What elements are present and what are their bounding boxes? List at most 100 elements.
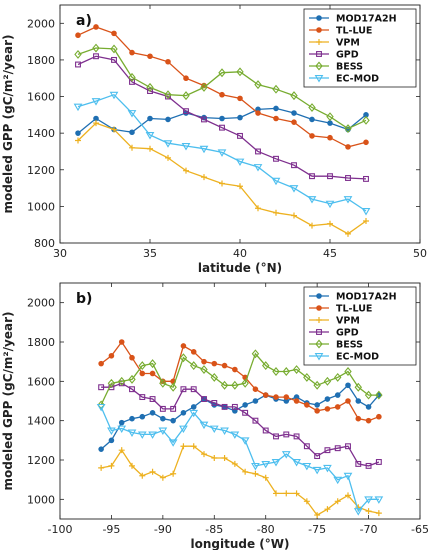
panel-b-series-bess-point-17: [272, 367, 280, 376]
panel-b-series-tl-lue-line: [100, 340, 380, 422]
panel-a-series-vpm-point-7: [201, 174, 207, 181]
panel-b-series-mod17a2h-point-2: [118, 419, 125, 426]
panel-b-legend-entry-ec-mod: EC-MOD: [309, 352, 379, 363]
panel-b-series-ec-mod-point-21: [312, 466, 322, 475]
panel-b-x-axis-label: longitude (°W): [191, 537, 290, 550]
panel-b-series-ec-mod-point-23: [333, 476, 343, 485]
panel-b-series-vpm-point-15: [252, 470, 259, 477]
panel-b-legend-entry-mod17a2h: MOD17A2H: [309, 292, 397, 303]
panel-b-series-ec-mod-point-19: [292, 459, 301, 467]
panel-b-series-vpm-point-14: [242, 468, 249, 475]
panel-b-legend-entry-vpm: VPM: [309, 316, 360, 327]
panel-b-series-gpd-point-0: [98, 384, 105, 391]
panel-b-series-gpd-point-8: [180, 386, 187, 393]
panel-b-series-tl-lue-point-23: [334, 404, 341, 410]
panel-a-series-ec-mod-point-10: [253, 164, 263, 172]
panel-a-series-bess-point-1: [92, 43, 100, 53]
panel-b-series-ec-mod-point-6: [158, 427, 168, 435]
panel-a-legend-entry-ec-mod-point-legend: [314, 75, 324, 83]
panel-a-series-ec-mod-point-6: [181, 143, 191, 151]
panel-a-series-bess-point-8: [218, 68, 226, 78]
panel-b-series-vpm-point-11: [211, 455, 218, 462]
panel-b-series-ec-mod-point-13: [230, 431, 240, 439]
panel-a-series-mod17a2h-point-0: [75, 130, 81, 136]
panel-b-series-ec-mod-point-17: [271, 459, 281, 467]
panel-a-series-bess-point-4: [146, 82, 154, 92]
panel-b-series-vpm-point-21: [314, 512, 321, 519]
panel-a-series-gpd-point-13: [309, 173, 315, 180]
panel-b-y-tick-label: 2000: [27, 297, 55, 310]
panel-b-series-bess-point-13: [231, 380, 239, 390]
panel-b-legend-entry-gpd: GPD: [309, 328, 359, 339]
panel-b-legend-entry-bess-label: BESS: [336, 340, 363, 351]
panel-b-series-vpm-point-20: [303, 498, 310, 505]
panel-b-series-bess: [97, 349, 383, 410]
panel-a-series-ec-mod-point-16: [361, 208, 371, 216]
panel-b-series-gpd-point-21: [314, 453, 321, 460]
panel-a-series-ec-mod-point-0: [73, 103, 83, 112]
panel-b-series-vpm-point-6: [159, 474, 166, 481]
panel-a-series-vpm-point-11: [273, 209, 279, 216]
panel-a-legend-entry-gpd-label: GPD: [336, 50, 359, 61]
panel-a-y-tick-label: 1000: [27, 200, 55, 213]
panel-a-series-vpm-point-0: [75, 137, 81, 144]
panel-a-series-bess-point-0: [74, 49, 82, 59]
panel-b-legend-entry-gpd-point-legend: [316, 329, 322, 335]
panel-a-legend-entry-bess: BESS: [309, 62, 363, 73]
panel-b-series-bess-point-6: [159, 378, 167, 388]
panel-b-legend-entry-vpm-label: VPM: [336, 316, 360, 327]
panel-b-series-tl-lue-point-22: [324, 406, 331, 412]
panel-b-series-gpd-point-5: [149, 396, 156, 402]
panel-b-legend-entry-bess: BESS: [309, 340, 363, 351]
panel-a-series-vpm-point-13: [309, 222, 315, 229]
panel-b-series-tl-lue-point-16: [262, 392, 269, 398]
panel-a-series-ec-mod-point-3: [127, 110, 137, 118]
panel-b-series-mod17a2h-point-26: [365, 404, 372, 410]
panel-b-legend-entry-tl-lue-point-legend: [316, 305, 322, 311]
panel-b-series-mod17a2h-point-5: [149, 410, 156, 416]
panel-a-series-tl-lue-point-8: [219, 91, 225, 98]
panel-b-series-mod17a2h-point-23: [334, 392, 341, 398]
panel-a-series-ec-mod-point-1: [91, 98, 101, 106]
panel-b-legend-entry-ec-mod-label: EC-MOD: [336, 352, 379, 363]
panel-a-series-ec-mod-point-13: [307, 196, 317, 204]
panel-a-series-bess-point-6: [182, 91, 190, 101]
panel-b-series-tl-lue-point-25: [355, 415, 362, 422]
panel-a-y-tick-label: 2000: [27, 17, 55, 30]
panel-a-y-tick-label: 1400: [27, 127, 55, 140]
panel-b-y-tick-label: 1400: [27, 415, 55, 428]
panel-a-series-tl-lue-point-2: [111, 30, 117, 37]
panel-a-series-bess-point-12: [290, 91, 298, 101]
panel-b-series-tl-lue-point-9: [190, 349, 197, 355]
panel-a-series-vpm-point-4: [147, 145, 153, 152]
panel-a-series-vpm-point-6: [183, 167, 189, 174]
panel-b-series-bess-point-22: [323, 376, 332, 386]
panel-a-series-gpd-point-1: [93, 53, 99, 60]
panel-b-series-bess-point-21: [313, 380, 321, 390]
panel-b-series-gpd-point-10: [201, 396, 207, 402]
panel-b-series-vpm-point-5: [149, 468, 156, 475]
panel-a-y-tick-label: 1200: [27, 164, 55, 177]
panel-b-series-bess-point-2: [117, 376, 126, 386]
panel-b-series-ec-mod-point-2: [117, 425, 127, 434]
panel-b-series-mod17a2h-point-24: [345, 382, 351, 389]
panel-b-series-vpm-point-9: [190, 443, 197, 450]
panel-b-series-gpd-point-11: [211, 400, 218, 406]
panel-b-y-axis-label: modeled GPP (gC/m²/year): [1, 312, 15, 491]
panel-a-series-ec-mod-point-5: [163, 140, 173, 148]
panel-b-y-tick-label: 1000: [27, 493, 55, 506]
panel-b-series-ec-mod-point-15: [251, 462, 260, 471]
panel-b-series-ec-mod-point-0: [96, 403, 106, 412]
panel-b-legend-entry-gpd-label: GPD: [336, 328, 359, 339]
panel-a-series-gpd-point-15: [345, 175, 351, 181]
panel-b-series-bess-point-16: [261, 361, 270, 371]
panel-a-legend-entry-tl-lue: TL-LUE: [309, 26, 372, 37]
panel-b-series-bess-line: [100, 352, 379, 406]
panel-a-series-tl-lue-point-0: [75, 32, 81, 39]
panel-a-series-gpd-point-4: [147, 88, 153, 94]
panel-a-series-tl-lue-point-14: [327, 134, 333, 141]
panel-b-series-tl-lue-point-13: [232, 366, 238, 373]
panel-b-legend-entry-bess-point-legend: [315, 339, 323, 349]
panel-b-series-vpm-point-26: [365, 508, 372, 515]
panel-b-x-tick-label: -95: [102, 523, 120, 536]
